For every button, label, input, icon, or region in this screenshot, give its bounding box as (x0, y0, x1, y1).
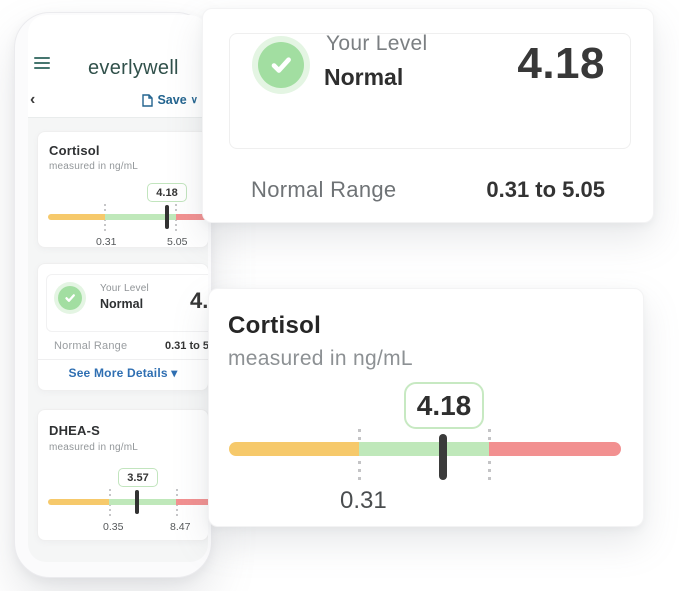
cortisol-title: Cortisol (49, 143, 100, 158)
gauge-low-segment (229, 442, 359, 456)
gauge-marker (135, 490, 139, 514)
normal-range-label: Normal Range (251, 177, 397, 202)
app-header: everlywell ‹ Save ∨ (28, 15, 208, 118)
document-icon (142, 93, 154, 107)
normal-range-label: Normal Range (54, 340, 128, 352)
your-level-label: Your Level (326, 32, 428, 55)
cortisol-units: measured in ng/mL (49, 161, 139, 172)
range-high-dotted-line (488, 429, 491, 483)
level-value: 4.18 (517, 39, 605, 88)
cortisol-value-badge: 4.18 (147, 183, 187, 202)
dhea-result-card: DHEA-S measured in ng/mL 3.57 0.35 8.47 (37, 409, 208, 541)
cortisol-units: measured in ng/mL (228, 347, 413, 370)
gauge-normal-segment (105, 214, 176, 220)
back-icon[interactable]: ‹ (30, 91, 36, 108)
everlywell-logo: everlywell (88, 57, 179, 79)
phone-screen: everlywell ‹ Save ∨ Cortisol measured in… (28, 15, 208, 562)
cortisol-result-card: Cortisol measured in ng/mL 4.18 0.31 5.0… (37, 131, 208, 248)
check-icon (58, 286, 82, 310)
gauge-high-segment (176, 499, 208, 505)
see-more-details-label: See More Details (68, 366, 168, 380)
save-label: Save (157, 93, 187, 107)
see-more-details-button[interactable]: See More Details ▾ (38, 366, 208, 380)
range-high-label: 5.05 (167, 236, 188, 248)
cortisol-value-badge: 4.18 (404, 382, 484, 429)
gauge-high-segment (489, 442, 621, 456)
gauge-marker (165, 205, 169, 229)
hamburger-menu-icon[interactable] (34, 57, 50, 70)
save-chevron-down-icon: ∨ (190, 94, 198, 106)
gauge-normal-segment (109, 499, 176, 505)
gauge-marker (439, 434, 447, 480)
details-dropdown-icon: ▾ (171, 366, 178, 380)
range-low-label: 0.35 (103, 521, 124, 533)
cortisol-title: Cortisol (228, 312, 322, 339)
level-callout-card: Your Level Normal 4.18 Normal Range 0.31… (202, 8, 654, 223)
check-icon (258, 42, 304, 88)
dhea-title: DHEA-S (49, 423, 101, 438)
dhea-value-badge: 3.57 (118, 468, 158, 487)
gauge-normal-segment (359, 442, 489, 456)
card-divider (38, 359, 208, 360)
your-level-card: Your Level Normal 4.18 Normal Range 0.31… (37, 263, 208, 391)
level-status: Normal (100, 297, 144, 311)
normal-range-value: 0.31 to 5.05 (165, 340, 208, 352)
range-low-label: 0.31 (340, 487, 387, 514)
range-high-label: 8.47 (170, 521, 191, 533)
normal-range-value: 0.31 to 5.05 (486, 177, 605, 202)
gauge-high-segment (176, 214, 208, 220)
your-level-label: Your Level (100, 283, 149, 294)
gauge-low-segment (48, 499, 109, 505)
save-button[interactable]: Save ∨ (142, 93, 198, 107)
range-low-dotted-line (358, 429, 361, 483)
level-value: 4.18 (190, 288, 208, 313)
gauge-callout-card: Cortisol measured in ng/mL 4.18 0.31 5.0… (208, 288, 644, 527)
dhea-units: measured in ng/mL (49, 442, 139, 453)
gauge-low-segment (48, 214, 105, 220)
range-low-label: 0.31 (96, 236, 117, 248)
level-status: Normal (324, 64, 404, 90)
phone-mockup: everlywell ‹ Save ∨ Cortisol measured in… (14, 12, 212, 578)
